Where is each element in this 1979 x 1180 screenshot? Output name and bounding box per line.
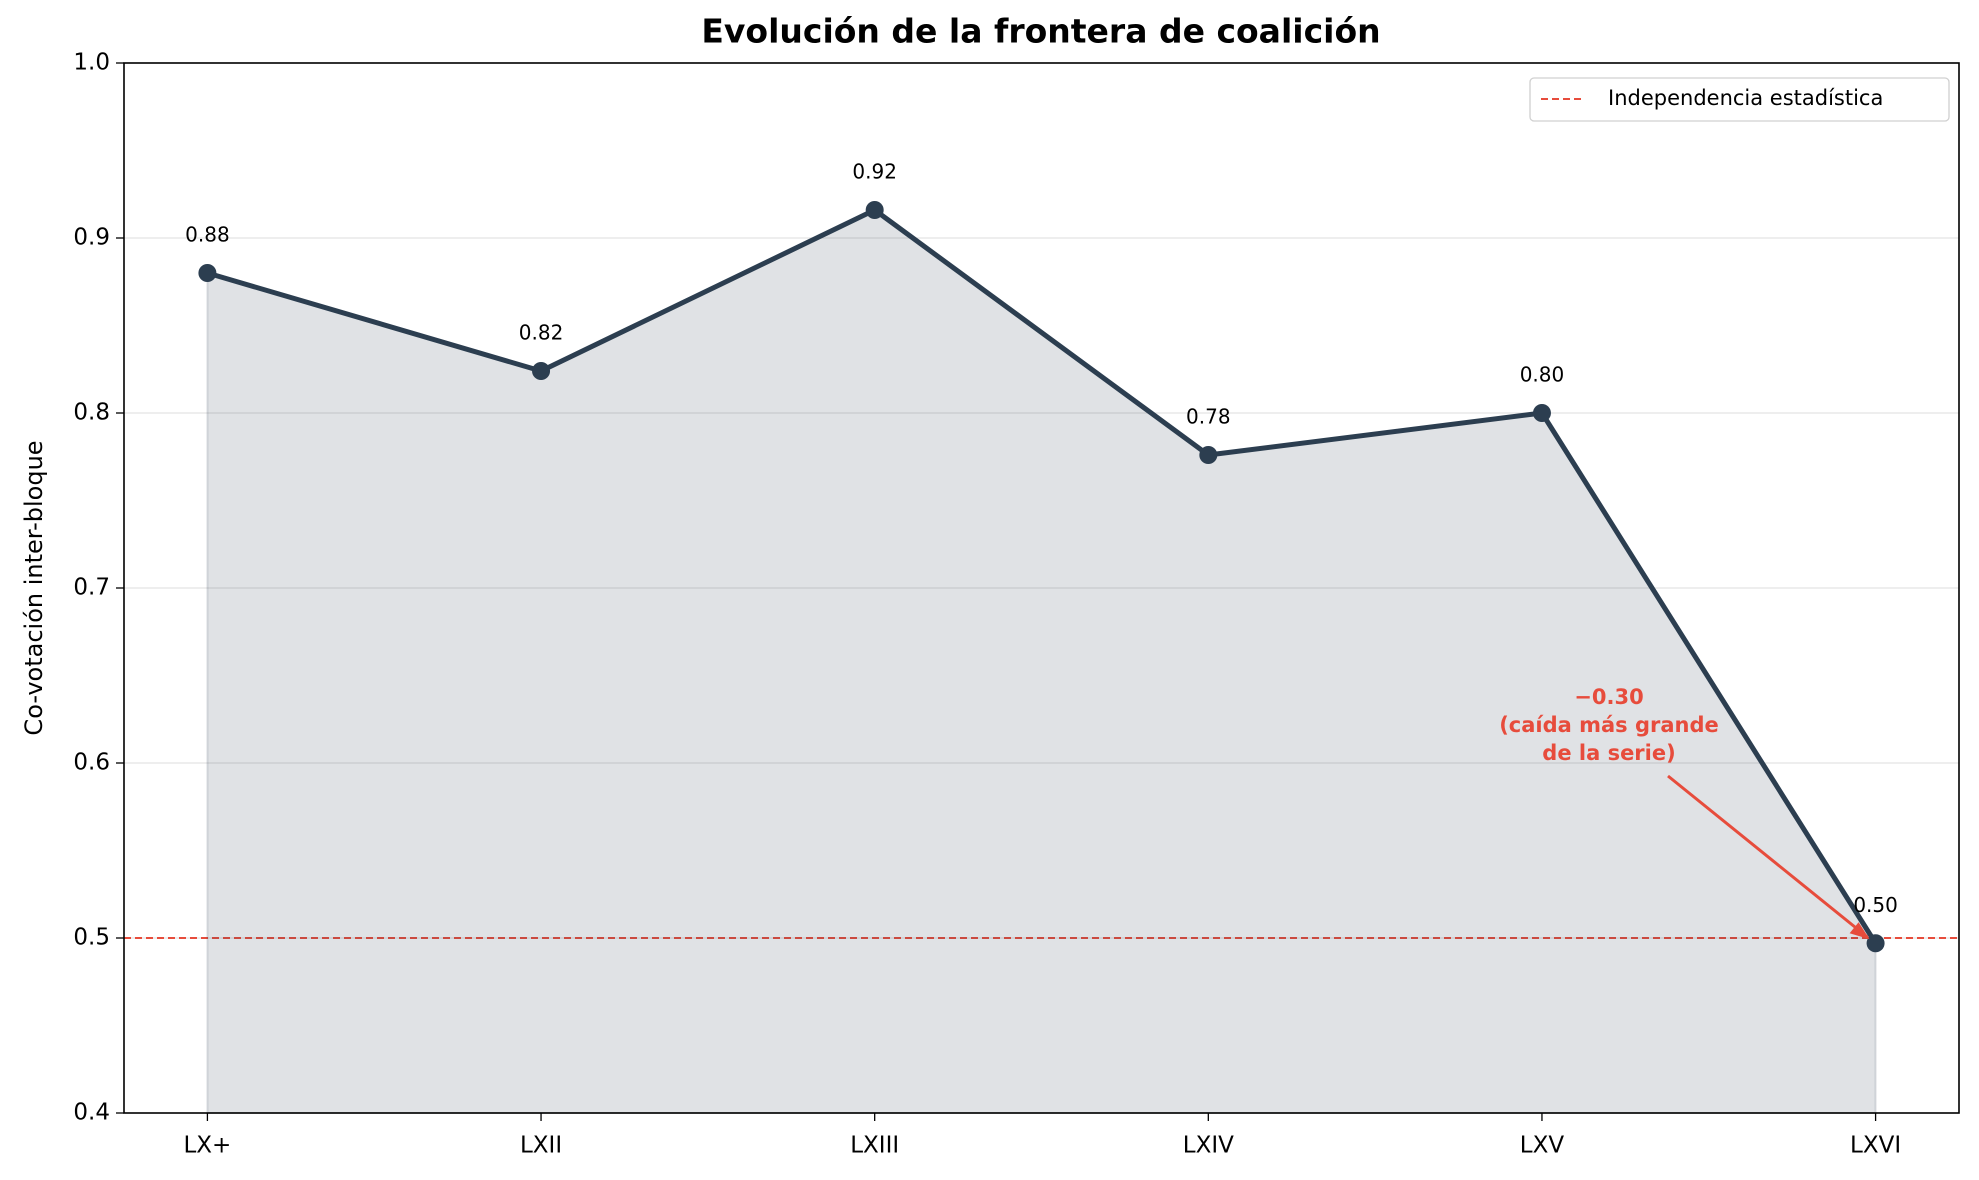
data-label: 0.78: [1186, 405, 1231, 429]
annotation-text: (caída más grande: [1499, 713, 1719, 737]
data-label: 0.88: [185, 223, 230, 247]
data-label: 0.50: [1853, 893, 1898, 917]
y-tick-label: 0.6: [73, 750, 110, 776]
marker: [865, 201, 884, 219]
y-tick-label: 0.9: [73, 225, 110, 251]
x-tick-label: LXV: [1520, 1133, 1565, 1159]
data-label: 0.80: [1520, 363, 1565, 387]
y-tick-label: 0.4: [73, 1100, 110, 1126]
annotation-arrowhead: [1849, 922, 1870, 940]
legend-label: Independencia estadística: [1608, 86, 1883, 110]
annotation-arrow: [1667, 774, 1869, 939]
marker: [1866, 934, 1885, 953]
y-axis-label: Co-votación inter-bloque: [20, 440, 48, 735]
annotation-text: de la serie): [1542, 741, 1675, 765]
x-tick-label: LXII: [520, 1133, 562, 1159]
x-tick-label: LXVI: [1850, 1133, 1901, 1159]
data-label: 0.82: [519, 321, 564, 345]
annotation-text: −0.30: [1574, 685, 1643, 709]
y-tick-label: 0.5: [73, 925, 110, 951]
chart-title: Evolución de la frontera de coalición: [701, 12, 1380, 51]
y-tick-label: 0.7: [73, 575, 110, 601]
legend-box: [1529, 77, 1950, 122]
marker: [1199, 446, 1218, 464]
y-tick-label: 1.0: [73, 50, 110, 76]
y-tick-label: 0.8: [73, 400, 110, 426]
x-tick-label: LXIV: [1183, 1133, 1234, 1159]
plot-frame: [123, 62, 1960, 1114]
marker: [1532, 404, 1551, 422]
line: [206, 207, 1878, 945]
x-tick-label: LXIII: [850, 1133, 899, 1159]
x-tick-label: LX+: [183, 1133, 231, 1159]
marker: [532, 362, 551, 380]
marker: [198, 264, 217, 282]
data-label: 0.92: [852, 160, 897, 184]
